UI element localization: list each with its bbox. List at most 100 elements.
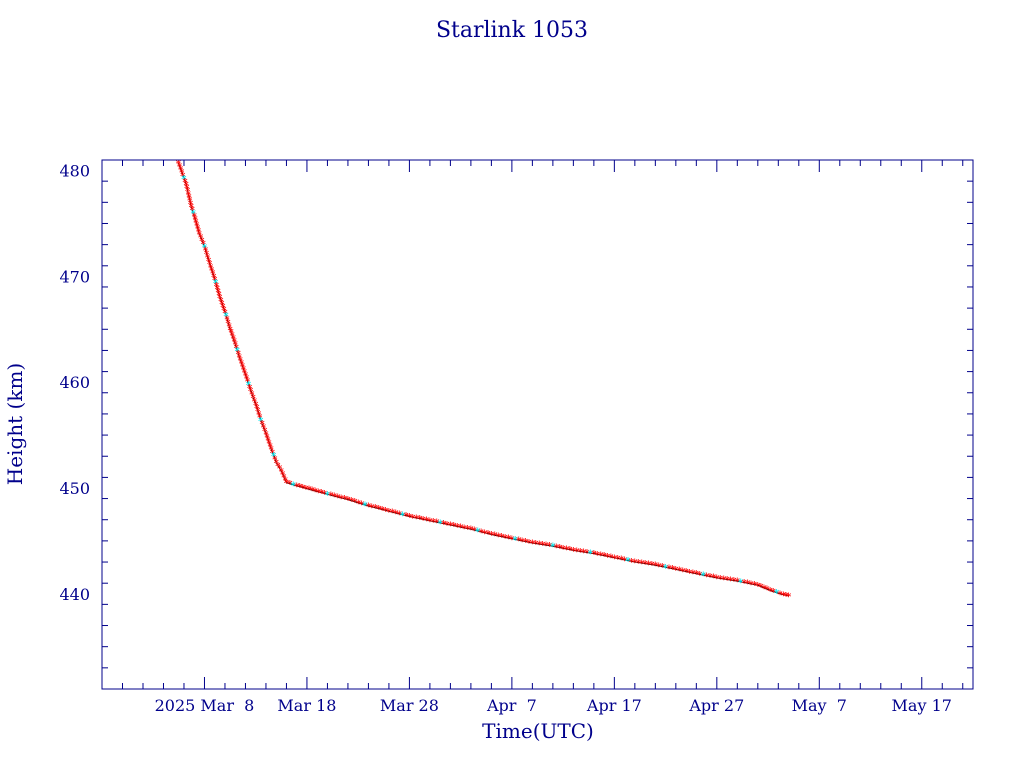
data-point: *: [673, 565, 679, 576]
data-point: *: [247, 384, 253, 395]
data-point: *: [190, 206, 196, 217]
data-point: *: [731, 577, 737, 588]
data-point: *: [786, 592, 792, 603]
data-point: *: [252, 397, 258, 408]
x-tick-label: Apr 17: [586, 696, 642, 715]
data-point: *: [222, 308, 228, 319]
x-axis-label: Time(UTC): [482, 719, 594, 743]
data-point: *: [215, 288, 221, 299]
data-point: *: [420, 515, 426, 526]
data-point: *: [225, 319, 231, 330]
data-point: *: [496, 532, 502, 543]
x-tick-label: Mar 18: [277, 696, 336, 715]
data-point: *: [591, 550, 597, 561]
data-point: *: [701, 571, 707, 582]
data-point: *: [206, 256, 212, 267]
data-point: *: [721, 575, 727, 586]
data-point: *: [256, 410, 262, 421]
data-point: *: [253, 400, 259, 411]
data-point: *: [250, 394, 256, 405]
data-point: *: [243, 371, 249, 382]
data-point: *: [179, 168, 185, 179]
data-point: *: [359, 500, 365, 511]
data-point: *: [291, 481, 297, 492]
data-point: *: [697, 570, 703, 581]
data-point: *: [714, 574, 720, 585]
series-group: ****************************************…: [176, 160, 792, 603]
data-point: *: [186, 193, 192, 204]
data-point: *: [220, 302, 226, 313]
data-point: *: [187, 196, 193, 207]
data-point: *: [530, 539, 536, 550]
data-point: *: [704, 572, 710, 583]
data-point: *: [275, 461, 281, 472]
data-point: *: [588, 549, 594, 560]
data-point: *: [193, 218, 199, 229]
y-tick-label: 470: [59, 267, 90, 286]
data-point: *: [578, 548, 584, 559]
data-point: *: [455, 522, 461, 533]
plot-area: ****************************************…: [176, 160, 792, 603]
data-point: *: [642, 560, 648, 571]
data-point: *: [519, 537, 525, 548]
data-point: *: [182, 177, 188, 188]
data-point: *: [386, 507, 392, 518]
data-point: *: [417, 515, 423, 526]
data-point: *: [513, 536, 519, 547]
data-point: *: [194, 221, 200, 232]
data-point: *: [373, 504, 379, 515]
data-point: *: [557, 544, 563, 555]
data-point: *: [236, 350, 242, 361]
data-point: *: [362, 501, 368, 512]
data-point: *: [724, 576, 730, 587]
data-point: *: [328, 491, 334, 502]
data-point: *: [248, 387, 254, 398]
data-point: *: [262, 427, 268, 438]
data-point: *: [192, 215, 198, 226]
data-point: *: [195, 224, 201, 235]
data-point: *: [244, 374, 250, 385]
data-point: *: [767, 586, 773, 597]
data-point: *: [509, 535, 515, 546]
data-point: *: [438, 519, 444, 530]
data-point: *: [441, 520, 447, 531]
data-point: *: [400, 511, 406, 522]
data-point: *: [180, 171, 186, 182]
data-point: *: [560, 544, 566, 555]
data-point: *: [564, 545, 570, 556]
data-point: *: [233, 340, 239, 351]
data-point: *: [212, 276, 218, 287]
data-point: *: [268, 445, 274, 456]
data-point: *: [581, 548, 587, 559]
x-tick-label: Mar 28: [380, 696, 439, 715]
data-point: *: [612, 554, 618, 565]
data-point: *: [550, 542, 556, 553]
y-tick-label: 460: [59, 373, 90, 392]
data-point: *: [485, 530, 491, 541]
data-point: *: [223, 312, 229, 323]
data-point: *: [338, 494, 344, 505]
data-point: *: [238, 356, 244, 367]
data-point: *: [192, 212, 198, 223]
data-point: *: [266, 439, 272, 450]
data-point: *: [249, 390, 255, 401]
data-point: *: [516, 536, 522, 547]
data-point: *: [177, 162, 183, 173]
data-point: *: [280, 470, 286, 481]
y-tick-label: 480: [59, 162, 90, 181]
data-point: *: [584, 549, 590, 560]
data-point: *: [335, 493, 341, 504]
data-point: *: [622, 556, 628, 567]
data-point: *: [197, 230, 203, 241]
data-point: *: [434, 518, 440, 529]
data-point: *: [235, 346, 241, 357]
data-point: *: [554, 543, 560, 554]
data-point: *: [632, 558, 638, 569]
data-point: *: [254, 404, 260, 415]
data-point: *: [369, 503, 375, 514]
data-point: *: [656, 562, 662, 573]
data-point: *: [325, 490, 331, 501]
data-point: *: [277, 464, 283, 475]
data-point: *: [226, 322, 232, 333]
data-point: *: [694, 570, 700, 581]
